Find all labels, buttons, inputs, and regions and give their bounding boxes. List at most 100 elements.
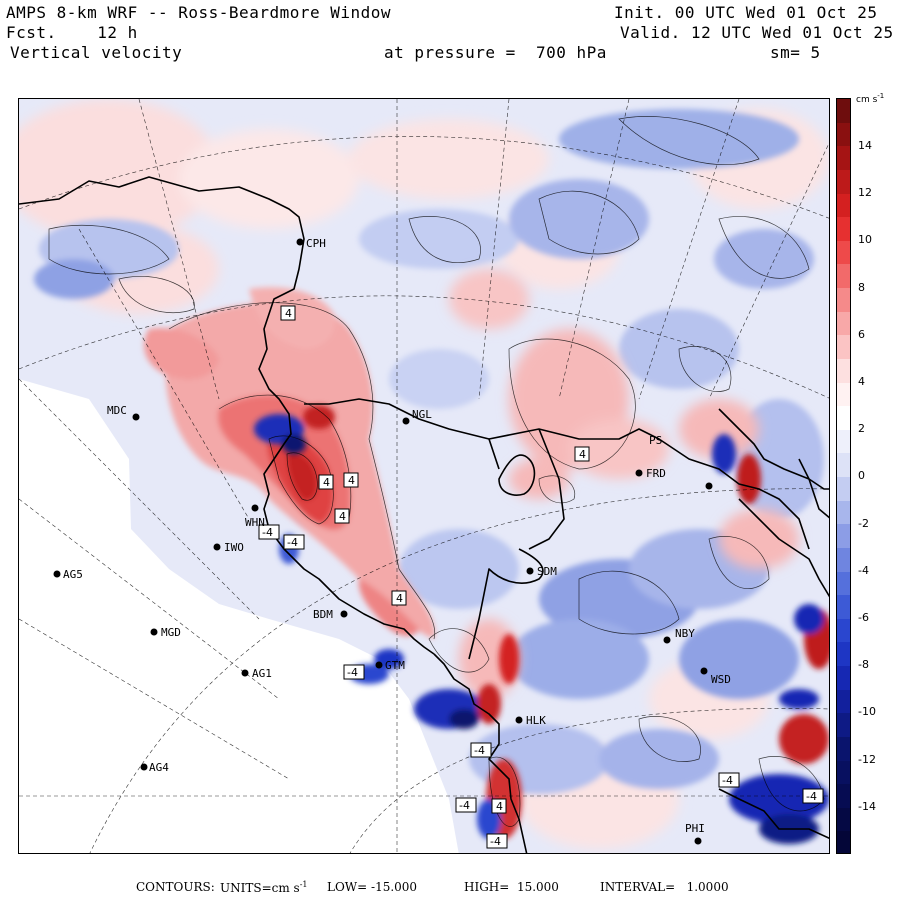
station-ag4[interactable]: AG4: [140, 761, 170, 774]
pressure-level: at pressure = 700 hPa: [384, 43, 607, 62]
station-gtm[interactable]: GTM: [375, 659, 406, 672]
color-scale-segment: [837, 760, 850, 785]
color-scale-tick-label: 8: [858, 280, 865, 294]
color-scale-segment: [837, 642, 850, 667]
station-mdc[interactable]: MDC: [107, 404, 140, 421]
station-sdm[interactable]: SDM: [526, 565, 558, 578]
svg-text:MGD: MGD: [161, 626, 181, 639]
svg-text:4: 4: [285, 307, 292, 320]
color-scale-segment: [837, 807, 850, 832]
contour-label: 4: [334, 508, 350, 524]
color-scale-segment: [837, 689, 850, 714]
central-ascent: [449, 269, 799, 699]
contours-interval: INTERVAL= 1.0000: [600, 880, 729, 894]
color-scale-segment: [837, 169, 850, 194]
smoothing-value: sm= 5: [770, 43, 821, 62]
forecast-hour: Fcst. 12 h: [6, 23, 138, 42]
contour-label: -4: [470, 742, 492, 758]
svg-text:-4: -4: [287, 536, 298, 549]
contours-high: HIGH= 15.000: [464, 880, 559, 894]
svg-text:4: 4: [396, 592, 403, 605]
color-scale-tick-label: 2: [858, 422, 865, 436]
svg-text:BDM: BDM: [313, 608, 333, 621]
valid-time: Valid. 12 UTC Wed 01 Oct 25: [620, 23, 894, 42]
contour-label: 4: [280, 305, 296, 321]
color-scale-segment: [837, 264, 850, 289]
color-scale-tick-label: -12: [858, 752, 876, 766]
station-bdm[interactable]: BDM: [313, 608, 348, 621]
color-scale-tick-label: 14: [858, 139, 872, 152]
map-panel[interactable]: 4 4 4 4 4 4 -4 -4 -4 -4 -4 -4 -4 4 -4 CP…: [18, 98, 830, 854]
station-ngl[interactable]: NGL: [402, 408, 433, 425]
svg-text:NGL: NGL: [412, 408, 432, 421]
svg-text:AG1: AG1: [252, 667, 272, 680]
color-scale-bar: [836, 98, 851, 854]
contour-label: 4: [574, 446, 590, 462]
svg-text:-4: -4: [459, 799, 470, 812]
station-ps[interactable]: PS: [649, 434, 713, 490]
svg-text:WSD: WSD: [711, 673, 731, 686]
station-ag5[interactable]: AG5: [53, 568, 83, 581]
stations: CPH NGL MDC FRD WHN IWO AG5 SDM BDM MGD …: [53, 237, 731, 845]
color-scale-segment: [837, 595, 850, 620]
color-scale-tick-label: -10: [858, 705, 876, 719]
color-scale-tick-label: -2: [858, 516, 869, 530]
contour-label: -4: [283, 534, 305, 550]
station-frd[interactable]: FRD: [635, 467, 666, 480]
svg-text:4: 4: [496, 800, 503, 813]
contour-label: -4: [486, 833, 508, 849]
color-scale-segment: [837, 406, 850, 431]
svg-text:SDM: SDM: [537, 565, 557, 578]
station-wsd[interactable]: WSD: [700, 667, 731, 687]
color-scale-segment: [837, 713, 850, 738]
station-phi[interactable]: PHI: [685, 822, 705, 845]
init-time: Init. 00 UTC Wed 01 Oct 25: [614, 3, 878, 22]
contours-low: LOW= -15.000: [327, 880, 418, 894]
color-scale-segment: [837, 240, 850, 265]
color-scale-tick-label: -4: [858, 563, 869, 577]
color-scale-tick-label: -6: [858, 611, 869, 624]
svg-text:4: 4: [348, 474, 355, 487]
svg-text:FRD: FRD: [646, 467, 666, 480]
svg-text:PHI: PHI: [685, 822, 705, 835]
coastline: [19, 176, 829, 853]
station-ag1[interactable]: AG1: [241, 667, 272, 680]
color-scale-segment: [837, 477, 850, 502]
color-scale-segment: [837, 193, 850, 218]
svg-text:4: 4: [323, 476, 330, 489]
color-scale-unit: cm s-1: [856, 92, 885, 105]
svg-text:-4: -4: [806, 790, 817, 803]
color-scale-segment: [837, 547, 850, 572]
color-scale-segment: [837, 122, 850, 147]
svg-text:NBY: NBY: [675, 627, 695, 640]
contours-units: UNITS=cm s-1: [220, 880, 308, 895]
svg-text:CPH: CPH: [306, 237, 326, 250]
color-scale-segment: [837, 453, 850, 478]
contour-label: -4: [802, 788, 824, 804]
contours-label: CONTOURS:: [136, 880, 215, 894]
color-scale-segment: [837, 736, 850, 761]
svg-text:HLK: HLK: [526, 714, 546, 727]
color-scale-tick-label: 12: [858, 186, 872, 200]
svg-text:-4: -4: [262, 526, 273, 539]
color-scale-segment: [837, 335, 850, 360]
station-nby[interactable]: NBY: [663, 627, 696, 644]
color-scale-segment: [837, 618, 850, 643]
color-scale-tick-label: -14: [858, 799, 876, 813]
contour-label: 4: [391, 590, 407, 606]
contour-label: -4: [258, 524, 280, 540]
descent-patches: [34, 109, 824, 794]
svg-text:WHN: WHN: [245, 516, 265, 529]
station-cph[interactable]: CPH: [296, 237, 326, 250]
station-iwo[interactable]: IWO: [213, 541, 244, 554]
color-scale-segment: [837, 429, 850, 454]
color-scale-tick-label: 10: [858, 233, 872, 247]
station-whn[interactable]: WHN: [245, 504, 265, 530]
color-scale-segment: [837, 358, 850, 383]
svg-text:-4: -4: [347, 666, 358, 679]
color-scale-segment: [837, 311, 850, 336]
station-mgd[interactable]: MGD: [150, 626, 181, 639]
station-hlk[interactable]: HLK: [515, 714, 547, 727]
color-scale-segment: [837, 831, 850, 853]
contour-label: 4: [318, 474, 334, 490]
